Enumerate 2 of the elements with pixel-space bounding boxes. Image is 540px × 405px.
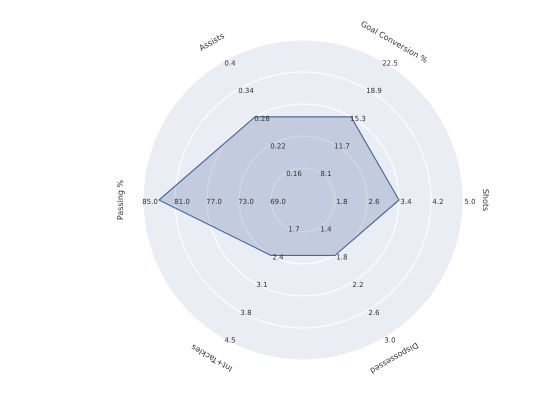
spoke-label: Shots	[480, 188, 490, 212]
spoke-label: Passing %	[116, 179, 126, 220]
